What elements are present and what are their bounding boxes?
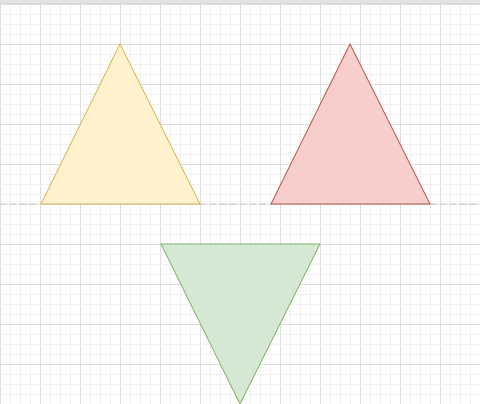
- triangle-yellow[interactable]: [40, 42, 201, 205]
- triangle-red[interactable]: [270, 42, 431, 205]
- canvas-top-border: [0, 0, 480, 4]
- triangle-green[interactable]: [160, 243, 321, 404]
